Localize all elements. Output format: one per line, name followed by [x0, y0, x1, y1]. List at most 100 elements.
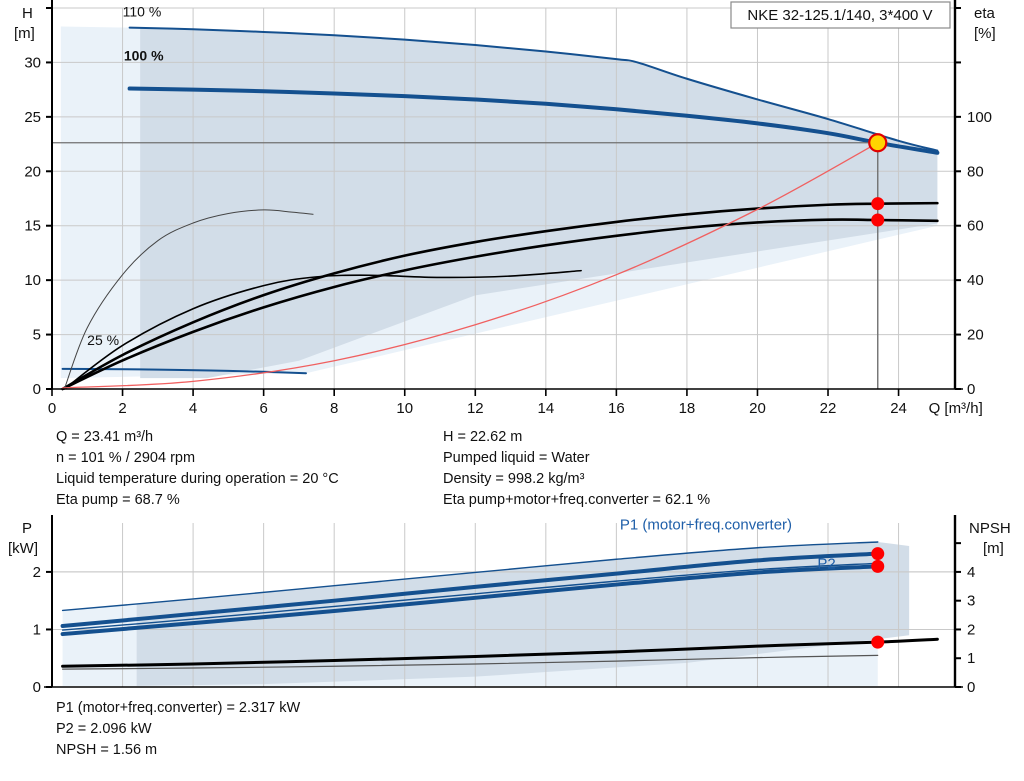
y-axis-left-title: H [22, 5, 33, 22]
bottom-series-labels: P1 (motor+freq.converter) P2 [620, 516, 836, 572]
curve-h-100- [127, 86, 940, 155]
y-tick-label-left: 20 [24, 163, 41, 180]
eta-total-point [871, 213, 885, 227]
p-tick-label: 2 [33, 564, 41, 581]
y-tick-label-right: 100 [967, 109, 992, 126]
p2-duty-point [871, 559, 885, 573]
top-band-main [140, 27, 938, 379]
power-band [136, 541, 910, 686]
eta-pump-point [871, 197, 885, 211]
npsh-tick-label: 4 [967, 564, 975, 581]
npsh-tick-label: 1 [967, 650, 975, 667]
x-axis-title: Q [m³/h] [929, 400, 983, 417]
x-tick-label: 4 [189, 400, 197, 417]
series-label: P1 (motor+freq.converter) [620, 516, 792, 533]
y-tick-label-left: 30 [24, 54, 41, 71]
duty-info-left-line: Eta pump = 68.7 % [56, 492, 180, 508]
duty-info-right-line: H = 22.62 m [443, 429, 522, 445]
title-box-label: NKE 32-125.1/140, 3*400 V [747, 7, 932, 24]
npsh-tick-label: 2 [967, 621, 975, 638]
power-info-line: NPSH = 1.56 m [56, 742, 157, 758]
x-tick-label: 18 [679, 400, 696, 417]
curve-eta-pump-lower [61, 218, 939, 391]
x-tick-label: 8 [330, 400, 338, 417]
top-axes [46, 0, 963, 396]
x-tick-label: 16 [608, 400, 625, 417]
power-info-line: P2 = 2.096 kW [56, 721, 152, 737]
duty-info-right-line: Pumped liquid = Water [443, 450, 590, 466]
y-tick-label-right: 60 [967, 218, 984, 235]
curve-label: 110 % [123, 4, 162, 20]
curve-npsh [61, 637, 939, 668]
bottom-axes [44, 515, 963, 688]
curve-p2-lower-envelope [61, 562, 879, 631]
top-markers [868, 133, 888, 227]
curve-npsh-lower [61, 654, 879, 670]
duty-info-right-line: Eta pump+motor+freq.converter = 62.1 % [443, 492, 710, 508]
y-tick-label-right: 40 [967, 272, 984, 289]
x-tick-label: 24 [890, 400, 907, 417]
x-tick-label: 20 [749, 400, 766, 417]
p-axis-unit: [kW] [8, 540, 38, 557]
operating-band [140, 27, 938, 379]
y-tick-label-left: 10 [24, 272, 41, 289]
y-axis-right-title: eta [974, 5, 996, 22]
curve-h-110- [128, 26, 939, 152]
power-info-line: P1 (motor+freq.converter) = 2.317 kW [56, 700, 300, 716]
curve-p1-motor-freq-converter- [60, 551, 880, 628]
curve-label: 25 % [87, 332, 119, 348]
curve-eta-small-speed-hump [63, 209, 314, 390]
bottom-band-main [136, 541, 910, 686]
npsh-axis-unit: [m] [983, 540, 1004, 557]
y-tick-label-left: 0 [33, 381, 41, 398]
y-axis-left-unit: [m] [14, 25, 35, 42]
y-tick-label-left: 25 [24, 109, 41, 126]
top-curve-labels: 110 % 100 % 25 % [87, 4, 164, 348]
duty-info-left-line: n = 101 % / 2904 rpm [56, 450, 195, 466]
bottom-markers [871, 547, 885, 649]
y-tick-label-right: 20 [967, 327, 984, 344]
duty-info-block: Q = 23.41 m³/h n = 101 % / 2904 rpm Liquid… [56, 429, 710, 508]
duty-info-right-line: Density = 998.2 kg/m³ [443, 471, 585, 487]
npsh-duty-point [871, 635, 885, 649]
curve-eta-pump-upper [61, 201, 939, 391]
y-tick-label-left: 15 [24, 218, 41, 235]
top-curves [61, 26, 940, 391]
x-tick-label: 6 [259, 400, 267, 417]
x-tick-label: 12 [467, 400, 484, 417]
x-tick-label: 22 [820, 400, 837, 417]
x-tick-label: 0 [48, 400, 56, 417]
power-info-block: P1 (motor+freq.converter) = 2.317 kW P2 =… [56, 700, 300, 758]
bottom-axis-labels: P [kW] NPSH [m] 0 1 2 0 1 2 3 4 [8, 520, 1011, 696]
npsh-axis-title: NPSH [969, 520, 1011, 537]
p-tick-label: 1 [33, 621, 41, 638]
p-tick-label: 0 [33, 679, 41, 696]
top-duty-line [52, 142, 879, 389]
curve-eta-total-branch [63, 269, 582, 390]
bottom-curves [60, 541, 939, 670]
duty-info-left-line: Q = 23.41 m³/h [56, 429, 153, 445]
curve-label: 100 % [124, 47, 164, 63]
duty-info-left-line: Liquid temperature during operation = 20… [56, 471, 339, 487]
y-tick-label-right: 0 [967, 381, 975, 398]
duty-point-marker [868, 133, 888, 153]
x-tick-label: 10 [396, 400, 413, 417]
p-axis-title: P [22, 520, 32, 537]
x-tick-label: 2 [118, 400, 126, 417]
curve-p1-upper-envelope [61, 541, 879, 612]
title-box: NKE 32-125.1/140, 3*400 V [730, 1, 951, 29]
x-tick-label: 14 [537, 400, 554, 417]
curve-system-curve [61, 142, 879, 389]
bottom-chart: P [kW] NPSH [m] 0 1 2 0 1 2 3 4 P1 (motor+freq.conve… [8, 515, 1011, 696]
y-tick-label-right: 80 [967, 163, 984, 180]
title-box-frame [730, 1, 951, 29]
y-axis-right-unit: [%] [974, 25, 996, 42]
series-label: P2 [817, 555, 835, 572]
y-tick-label-left: 5 [33, 327, 41, 344]
npsh-tick-label: 0 [967, 679, 975, 696]
npsh-tick-label: 3 [967, 593, 975, 610]
